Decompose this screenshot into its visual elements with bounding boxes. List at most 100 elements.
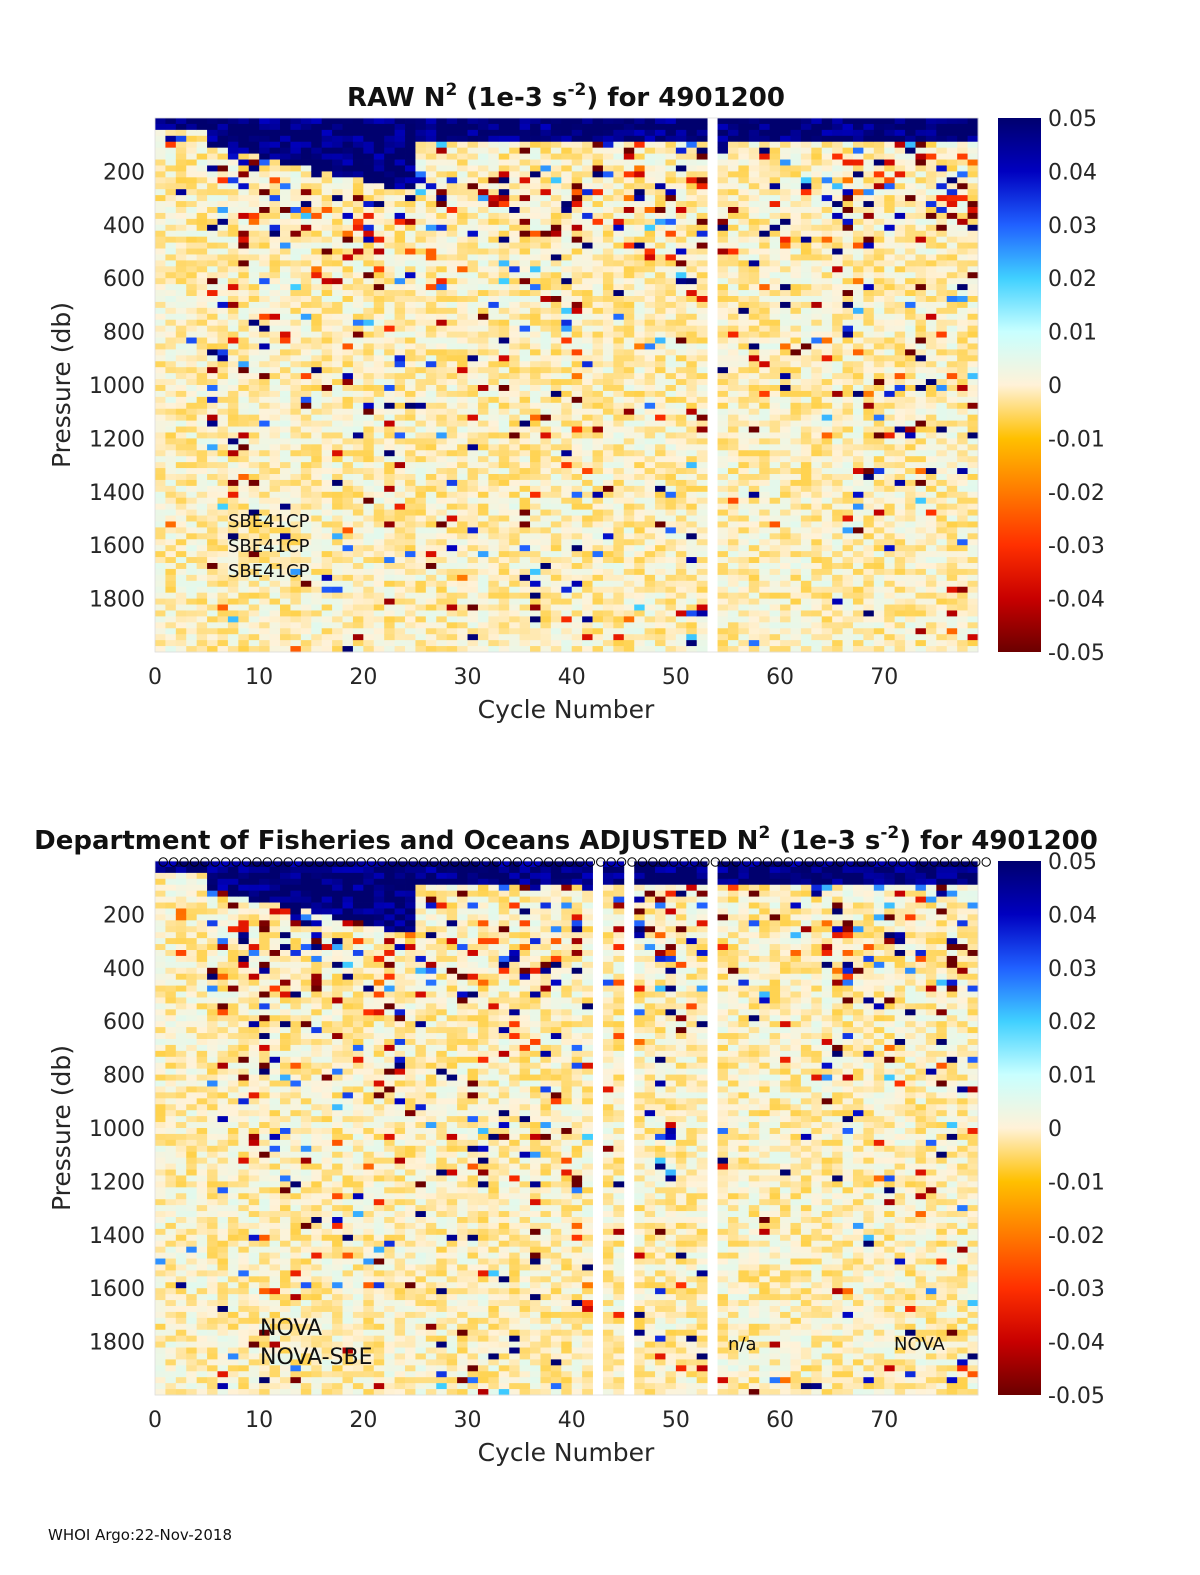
heatmap-cell — [248, 189, 260, 196]
heatmap-cell — [686, 622, 698, 629]
heatmap-cell — [248, 574, 260, 582]
heatmap-cell — [540, 563, 552, 570]
heatmap-cell — [602, 212, 614, 220]
heatmap-cell — [436, 509, 448, 516]
heatmap-cell — [644, 438, 656, 445]
heatmap-cell — [300, 337, 312, 344]
heatmap-cell — [384, 438, 396, 445]
heatmap-cell — [477, 646, 489, 653]
heatmap-cell — [196, 402, 208, 410]
heatmap-cell — [405, 236, 416, 243]
heatmap-cell — [155, 218, 166, 226]
heatmap-cell — [665, 414, 677, 421]
heatmap-cell — [207, 236, 218, 243]
heatmap-cell — [457, 367, 468, 374]
heatmap-cell — [227, 159, 239, 166]
heatmap-cell — [582, 574, 593, 582]
heatmap-cell — [425, 545, 437, 552]
heatmap-cell — [269, 331, 281, 338]
heatmap-cell — [467, 361, 479, 368]
heatmap-cell — [540, 230, 552, 238]
heatmap-cell — [602, 479, 614, 487]
heatmap-cell — [280, 557, 291, 564]
heatmap-cell — [550, 610, 562, 617]
heatmap-cell — [155, 224, 166, 232]
heatmap-cell — [394, 349, 406, 356]
heatmap-cell — [415, 183, 427, 190]
heatmap-cell — [592, 390, 604, 398]
heatmap-cell — [155, 616, 166, 623]
heatmap-cell — [363, 147, 375, 154]
heatmap-cell — [550, 147, 562, 154]
heatmap-cell — [311, 361, 323, 368]
heatmap-cell — [634, 177, 646, 184]
heatmap-cell — [655, 444, 666, 451]
heatmap-cell — [238, 355, 250, 362]
heatmap-cell — [602, 183, 614, 190]
heatmap-cell — [675, 218, 687, 226]
heatmap-cell — [665, 343, 677, 350]
heatmap-cell — [436, 604, 448, 611]
heatmap-cell — [321, 118, 333, 125]
heatmap-cell — [425, 396, 437, 404]
heatmap-cell — [311, 313, 323, 321]
heatmap-cell — [259, 634, 270, 641]
heatmap-cell — [446, 331, 458, 338]
heatmap-cell — [644, 598, 656, 605]
heatmap-cell — [540, 319, 552, 327]
heatmap-cell — [425, 450, 437, 457]
heatmap-cell — [425, 266, 437, 273]
heatmap-cell — [571, 147, 583, 154]
heatmap-cell — [446, 135, 458, 143]
heatmap-cell — [696, 129, 708, 137]
heatmap-cell — [446, 456, 458, 463]
heatmap-cell — [186, 414, 198, 421]
heatmap-cell — [425, 207, 437, 214]
heatmap-cell — [405, 230, 416, 238]
heatmap-cell — [540, 497, 552, 505]
heatmap-cell — [269, 408, 281, 416]
heatmap-cell — [311, 242, 323, 249]
heatmap-cell — [259, 278, 270, 285]
heatmap-cell — [155, 290, 166, 297]
heatmap-cell — [342, 580, 354, 588]
heatmap-cell — [634, 123, 646, 131]
heatmap-cell — [727, 147, 739, 154]
heatmap-cell — [540, 118, 552, 125]
heatmap-cell — [634, 634, 646, 641]
heatmap-cell — [530, 337, 541, 344]
heatmap-cell — [186, 212, 198, 220]
heatmap-cell — [425, 586, 437, 594]
heatmap-cell — [259, 296, 270, 303]
heatmap-cell — [613, 521, 625, 528]
heatmap-cell — [269, 361, 281, 368]
heatmap-cell — [477, 230, 489, 238]
heatmap-cell — [665, 390, 677, 398]
heatmap-cell — [540, 129, 552, 137]
heatmap-cell — [300, 218, 312, 226]
heatmap-cell — [175, 474, 187, 481]
heatmap-cell — [446, 379, 458, 386]
heatmap-cell — [415, 568, 427, 576]
heatmap-cell — [696, 349, 708, 356]
heatmap-cell — [165, 177, 177, 184]
heatmap-cell — [186, 396, 198, 404]
heatmap-cell — [550, 533, 562, 540]
heatmap-cell — [613, 426, 625, 433]
heatmap-cell — [425, 355, 437, 362]
heatmap-cell — [415, 408, 427, 416]
heatmap-cell — [332, 212, 343, 220]
heatmap-cell — [321, 385, 333, 392]
heatmap-cell — [592, 343, 604, 350]
heatmap-cell — [738, 367, 750, 374]
heatmap-cell — [259, 521, 270, 528]
heatmap-cell — [488, 521, 500, 528]
heatmap-cell — [498, 337, 510, 344]
heatmap-cell — [342, 396, 354, 404]
heatmap-cell — [415, 450, 427, 457]
heatmap-cell — [217, 598, 229, 605]
heatmap-cell — [467, 563, 479, 570]
heatmap-cell — [477, 568, 489, 576]
heatmap-cell — [415, 385, 427, 392]
heatmap-cell — [530, 468, 541, 475]
